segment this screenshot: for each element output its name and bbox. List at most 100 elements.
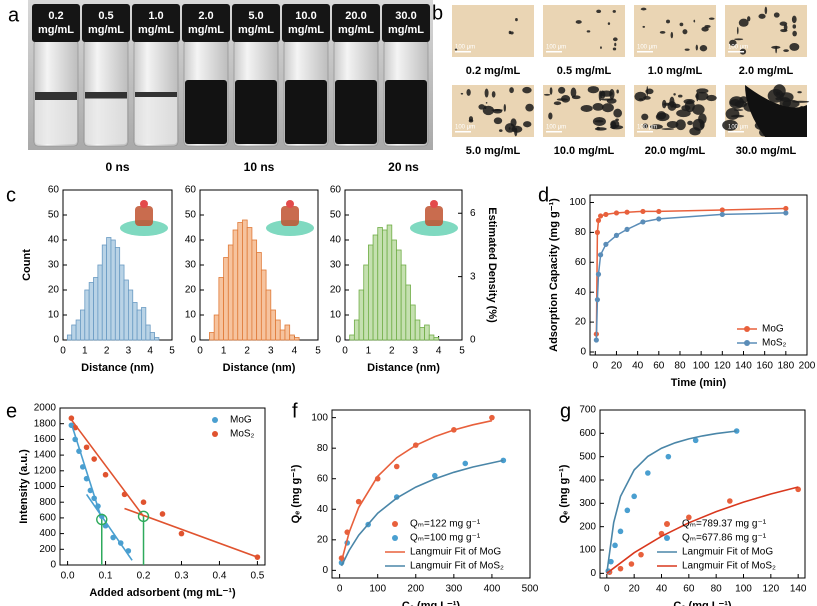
histogram-bar [293,337,300,341]
chart-title: 0 ns [105,160,129,174]
y-tick-label: 700 [579,405,596,416]
y2-axis-title: Estimated Density (%) [486,207,498,323]
plot-frame [331,409,531,579]
x-tick-label: 4 [436,346,442,357]
histogram-bar [410,304,416,341]
y-axis-title: Count [21,249,33,281]
y-tick-label: 0 [580,347,586,358]
legend-marker [664,521,670,527]
particle [701,26,709,32]
histogram-bar [242,219,248,341]
particle [601,103,614,113]
data-point [640,219,646,225]
histogram-bar [110,239,116,341]
particle [734,38,744,41]
particle [666,121,679,129]
vial-cap [382,4,430,42]
x-tick-label: 3 [412,346,418,357]
vial-liquid [335,80,377,144]
particle [670,31,674,39]
data-point [68,415,75,422]
vial-cap [232,4,280,42]
data-point [628,561,635,567]
particle [610,125,624,130]
y-tick-label: 0 [190,335,196,346]
particle [596,9,602,14]
particle [767,89,784,103]
vial-label: 10.0 [295,10,316,22]
y-tick-label: 30 [330,260,342,271]
particle [675,119,686,131]
vial-cap [32,4,80,42]
particle [789,42,800,51]
scale-bar-label: 100 μm [728,45,748,51]
x-tick-label: 4 [147,346,153,357]
histogram-bar [367,244,374,341]
legend-label: Langmuir Fit of MoS₂ [410,561,504,572]
data-point [692,437,699,444]
data-point [603,241,609,247]
micrograph-caption: 5.0 mg/mL [466,145,521,157]
x-tick-label: 100 [693,361,710,372]
vial-label-unit: mg/mL [188,24,224,36]
legend-label: Qₘ=789.37 mg g⁻¹ [682,519,767,530]
histogram-bar [279,329,286,341]
y-tick-label: 10 [185,310,197,321]
panel-letter: c [6,184,16,206]
fit-line [70,423,103,520]
x-tick-label: 20 [629,584,641,595]
data-point [595,217,602,224]
vial-film [35,92,77,100]
histogram-bar [93,277,99,341]
vial-label: 30.0 [395,10,416,22]
vial-label-unit: mg/mL [288,24,324,36]
y-tick-label: 60 [575,257,587,268]
plot-frame [589,194,808,356]
particle [491,91,496,98]
x-tick-label: 300 [446,584,463,595]
x-tick-label: 120 [714,361,731,372]
particle [616,89,619,94]
micrograph-caption: 30.0 mg/mL [736,145,797,157]
x-tick-label: 0 [337,584,343,595]
particle [612,37,618,42]
particle [594,120,604,123]
histogram-bar [223,257,229,341]
legend-marker [744,326,750,332]
particle [468,116,474,122]
particle [594,127,607,131]
x-tick-label: 0 [593,361,599,372]
y-tick-label: 1000 [34,481,57,492]
data-point [83,444,90,451]
scale-bar-label: 100 μm [637,45,657,51]
micrograph-caption: 2.0 mg/mL [739,65,794,77]
particle [672,103,681,109]
histogram-bar [251,239,258,341]
particle [592,102,604,111]
micrograph-caption: 1.0 mg/mL [648,65,703,77]
particle [642,25,646,28]
vial-label-unit: mg/mL [38,24,74,36]
particle [791,15,797,24]
histogram-bar [97,264,103,341]
particle [673,93,676,96]
histogram-bar [391,239,397,341]
y-tick-label: 600 [579,428,596,439]
vial-label: 0.2 [48,10,63,22]
x-tick-label: 0.3 [175,571,189,582]
y-tick-label: 100 [579,545,596,556]
y-tick-label: 20 [185,285,197,296]
histogram-bar [141,307,147,341]
data-point [783,205,789,212]
particle [525,103,534,112]
fit-line [85,493,133,561]
scale-bar [455,131,471,133]
particle [641,113,649,121]
legend-marker [392,521,398,527]
inset-molecule [425,206,443,226]
particle [491,109,504,112]
particle [640,7,647,11]
histogram-bar [119,264,125,341]
x-tick-label: 0.2 [137,571,151,582]
